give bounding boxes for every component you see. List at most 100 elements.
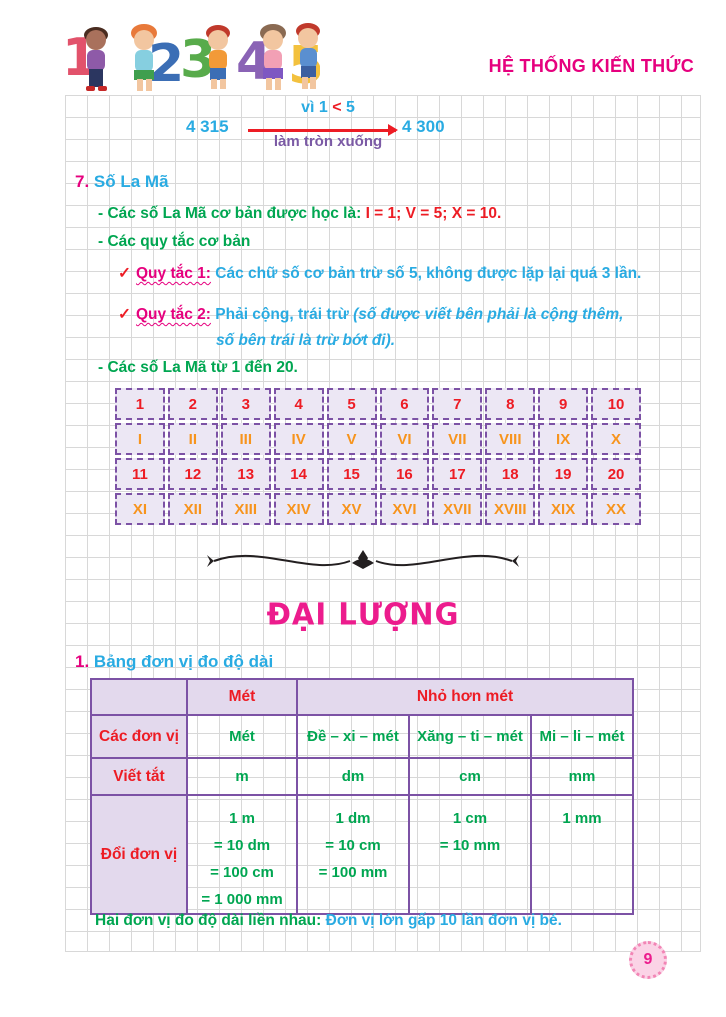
chapter-title: ĐẠI LƯỢNG [266, 596, 460, 632]
section1-heading: 1. Bảng đơn vị đo độ dài [75, 652, 273, 672]
note-label: Hai đơn vị đo độ dài liền nhau: [95, 912, 322, 929]
row-label-conversion: Đổi đơn vị [90, 794, 188, 915]
arabic-cell: 13 [220, 458, 271, 490]
arabic-cell: 5 [326, 388, 377, 420]
roman-cell: XV [326, 493, 377, 525]
unit-cell: Xăng – ti – mét [408, 714, 532, 759]
roman-rules-line: - Các quy tắc cơ bản [98, 233, 251, 250]
rounding-result-number: 4 300 [402, 117, 445, 136]
rounding-source-number: 4 315 [186, 117, 229, 136]
kid-figure: 1 [62, 27, 108, 91]
note-value: Đơn vị lớn gấp 10 lần đơn vị bé. [325, 912, 562, 929]
roman-cell: XIII [220, 493, 271, 525]
arabic-cell: 20 [591, 458, 641, 490]
rule2-note-line2: số bên trái là trừ bớt đi). [216, 332, 396, 349]
conversion-cell-cm: 1 cm = 10 mm [408, 794, 532, 915]
arabic-cell: 7 [432, 388, 483, 420]
arabic-cell: 10 [591, 388, 641, 420]
roman-range-line: - Các số La Mã từ 1 đến 20. [98, 359, 298, 376]
roman-numeral-table: 1 2 3 4 5 6 7 8 9 10 I II III IV V VI VI… [115, 388, 641, 525]
header-met: Mét [186, 678, 298, 716]
flourish-divider [207, 550, 519, 569]
conversion-line: = 10 mm [439, 837, 501, 854]
conversion-line: = 100 mm [318, 864, 388, 881]
length-units-table: Mét Nhỏ hơn mét Các đơn vị Mét Đề – xi –… [90, 678, 634, 915]
arabic-cell: 2 [167, 388, 218, 420]
arabic-cell: 8 [485, 388, 536, 420]
conversion-line: 1 mm [562, 810, 602, 827]
conversion-cell-m: 1 m = 10 dm = 100 cm = 1 000 mm [186, 794, 298, 915]
adjacent-units-note: Hai đơn vị đo độ dài liền nhau: Đơn vị l… [95, 912, 562, 930]
roman-basics-label: - Các số La Mã cơ bản được học là: [98, 205, 362, 222]
arabic-cell: 17 [432, 458, 483, 490]
roman-cell: III [220, 423, 271, 455]
roman-cell: VIII [485, 423, 536, 455]
arabic-cell: 15 [326, 458, 377, 490]
kid-figure: 5 [288, 23, 320, 96]
roman-cell: XVIII [485, 493, 536, 525]
reason-lhs: 1 [318, 99, 328, 116]
arabic-cell: 3 [220, 388, 271, 420]
unit-cell: Mi – li – mét [530, 714, 634, 759]
roman-cell: XX [591, 493, 641, 525]
checkmark-icon: ✓ [118, 265, 131, 282]
rule2-note-line1: (số được viết bên phải là cộng thêm, [353, 306, 624, 323]
arabic-cell: 9 [538, 388, 589, 420]
reason-word: vì [301, 99, 315, 116]
roman-cell: X [591, 423, 641, 455]
roman-cell: XVII [432, 493, 483, 525]
arabic-cell: 16 [379, 458, 430, 490]
roman-basics-line: - Các số La Mã cơ bản được học là: I = 1… [98, 205, 501, 224]
roman-cell: XII [167, 493, 218, 525]
section7-number: 7. [75, 172, 90, 191]
roman-cell: IX [538, 423, 589, 455]
abbr-cell: dm [296, 757, 410, 796]
roman-cell: XI [115, 493, 165, 525]
conversion-line: = 10 cm [325, 837, 381, 854]
roman-cell: II [167, 423, 218, 455]
conversion-line: 1 m [229, 810, 255, 827]
rule1-line: ✓ Quy tắc 1: Các chữ số cơ bản trừ số 5, … [118, 265, 698, 284]
abbr-cell: m [186, 757, 298, 796]
conversion-line: 1 dm [335, 810, 371, 827]
roman-cell: XVI [379, 493, 430, 525]
rule1-label: Quy tắc 1: [136, 265, 211, 282]
arabic-cell: 4 [273, 388, 324, 420]
roman-cell: XIX [538, 493, 589, 525]
conversion-line: = 1 000 mm [201, 891, 283, 908]
reason-operator: < [332, 99, 342, 116]
section1-title: Bảng đơn vị đo độ dài [93, 652, 274, 671]
rounding-reason: vì 1 < 5 [238, 99, 418, 117]
rule2-label: Quy tắc 2: [136, 306, 211, 323]
section7-heading: 7. Số La Mã [75, 172, 169, 192]
conversion-line: = 100 cm [210, 864, 274, 881]
roman-cell: IV [273, 423, 324, 455]
corner-cell [90, 678, 188, 716]
rounding-arrow [248, 124, 398, 136]
header-smaller-than-met: Nhỏ hơn mét [296, 678, 634, 716]
arabic-cell: 12 [167, 458, 218, 490]
roman-basics-values: I = 1; V = 5; X = 10. [365, 205, 502, 222]
arabic-cell: 19 [538, 458, 589, 490]
checkmark-icon: ✓ [118, 306, 131, 323]
roman-cell: I [115, 423, 165, 455]
kids-numbers-illustration: 1 2 3 4 [62, 23, 320, 96]
kid-figure: 2 [131, 24, 184, 94]
roman-cell: VI [379, 423, 430, 455]
unit-cell: Mét [186, 714, 298, 759]
roman-cell: VII [432, 423, 483, 455]
arabic-cell: 1 [115, 388, 165, 420]
kid-figure: 3 [180, 25, 230, 90]
page-header-title: HỆ THỐNG KIẾN THỨC [488, 56, 694, 76]
kid-figure: 4 [236, 24, 286, 92]
conversion-line: = 10 dm [213, 837, 271, 854]
rule2-line: ✓ Quy tắc 2: Phải cộng, trái trừ (số được… [118, 306, 698, 325]
svg-text:2: 2 [148, 34, 184, 94]
reason-rhs: 5 [346, 99, 355, 116]
abbr-cell: mm [530, 757, 634, 796]
section1-number: 1. [75, 652, 90, 671]
rule1-text: Các chữ số cơ bản trừ số 5, không được l… [215, 265, 642, 282]
rule2-text: Phải cộng, trái trừ [215, 306, 349, 323]
arabic-cell: 14 [273, 458, 324, 490]
arabic-cell: 18 [485, 458, 536, 490]
